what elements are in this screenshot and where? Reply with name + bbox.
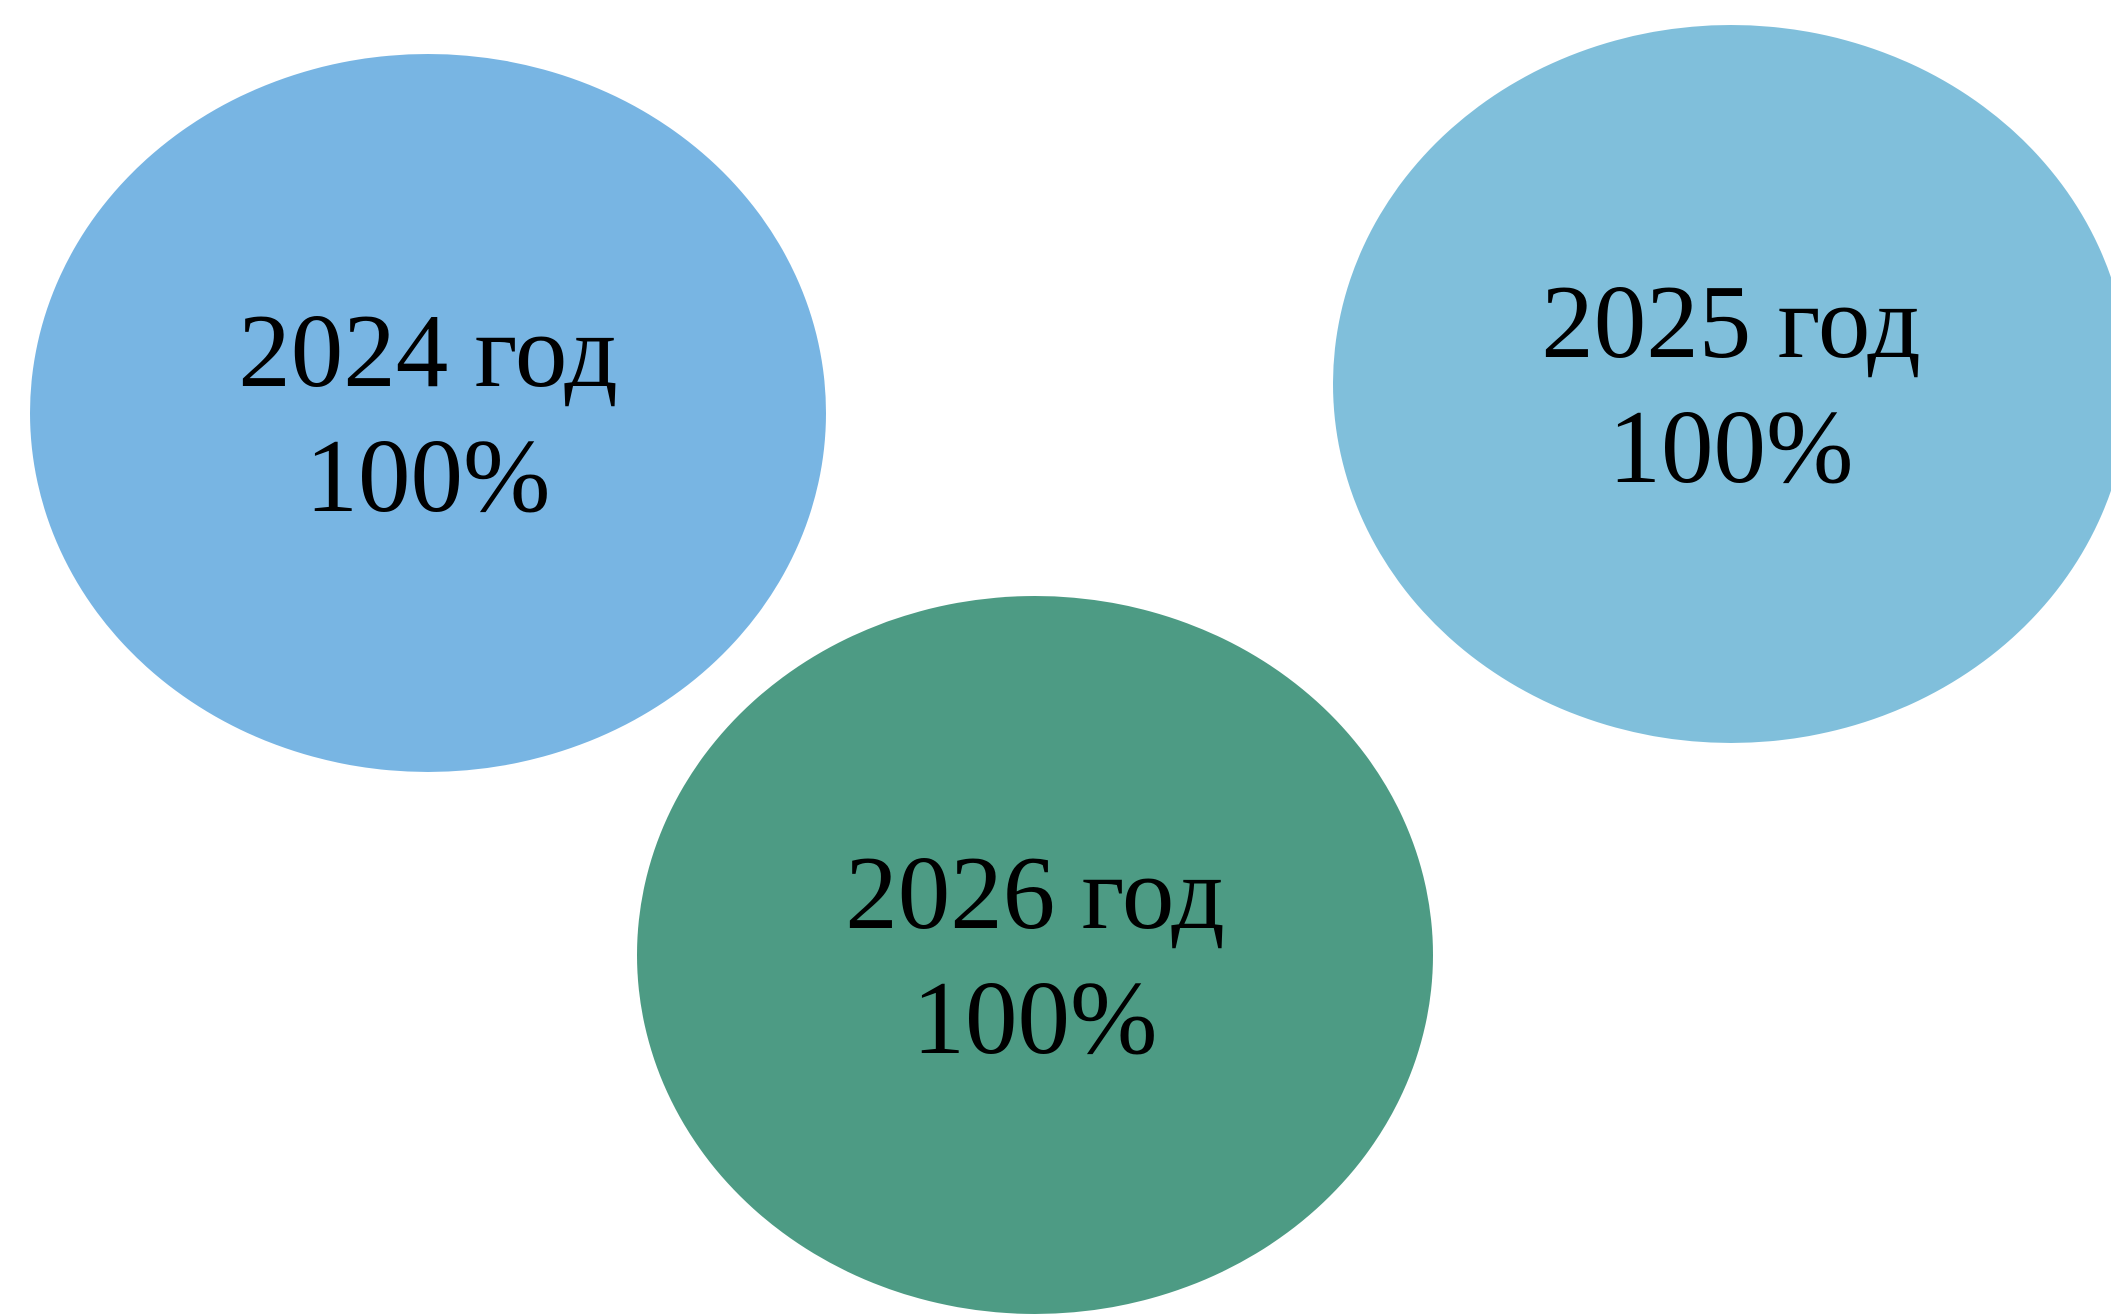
percent-label-2024: 100% (305, 417, 551, 534)
ellipse-2024: 2024 год 100% (30, 54, 826, 772)
year-label-2025: 2025 год (1541, 263, 1921, 380)
ellipse-2026: 2026 год 100% (637, 596, 1433, 1314)
percent-label-2025: 100% (1608, 388, 1854, 505)
year-label-2024: 2024 год (238, 292, 618, 409)
ellipse-2025: 2025 год 100% (1333, 25, 2111, 743)
year-label-2026: 2026 год (845, 834, 1225, 951)
percent-label-2026: 100% (912, 959, 1158, 1076)
